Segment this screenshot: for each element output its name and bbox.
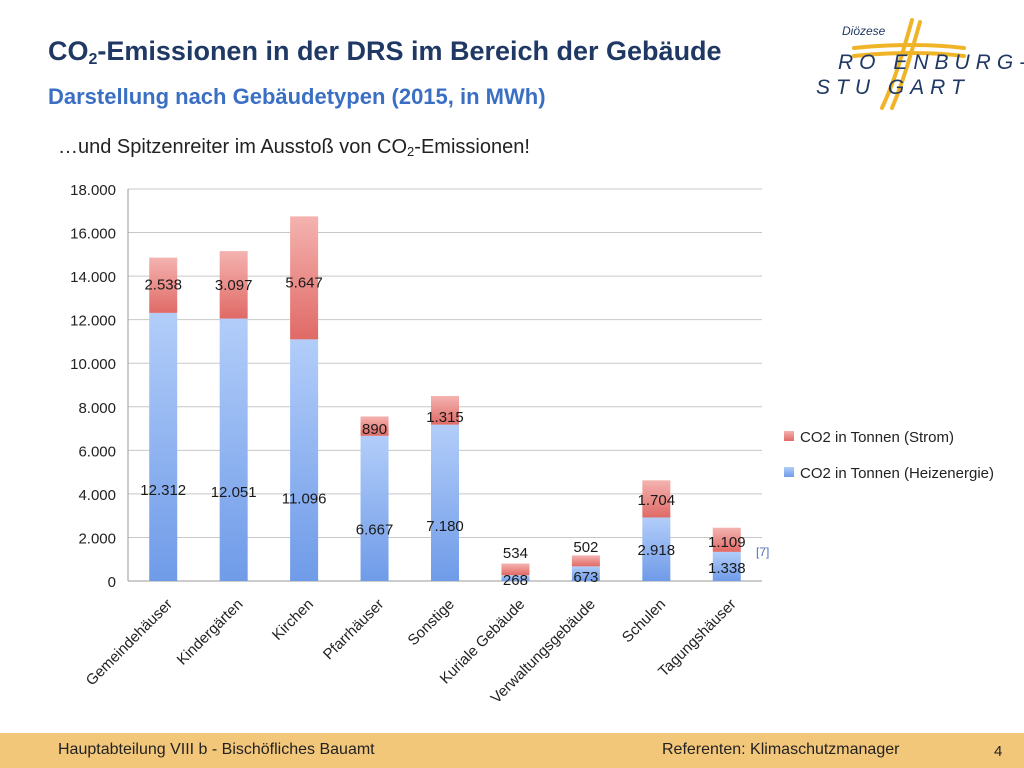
bar-heizenergie bbox=[360, 435, 389, 581]
y-tick-label: 8.000 bbox=[78, 400, 116, 417]
x-category-label: Pfarrhäuser bbox=[320, 596, 387, 663]
diocese-logo: Diözese RO ENBURG- STU GART bbox=[812, 18, 1024, 110]
bar-heizenergie bbox=[149, 312, 178, 581]
legend-swatch bbox=[784, 467, 794, 477]
data-label-strom: 1.315 bbox=[426, 409, 464, 426]
bar-heizenergie bbox=[712, 551, 741, 581]
x-category-label: Sonstige bbox=[405, 596, 458, 649]
y-tick-label: 2.000 bbox=[78, 530, 116, 547]
x-category-label: Kirchen bbox=[269, 596, 317, 644]
data-label-strom: 502 bbox=[573, 539, 598, 556]
data-label-heizenergie: 673 bbox=[573, 569, 598, 586]
data-label-strom: 890 bbox=[362, 421, 387, 438]
data-label-heizenergie: 7.180 bbox=[426, 518, 464, 535]
logo-diozese: Diözese bbox=[842, 24, 886, 38]
y-tick-label: 4.000 bbox=[78, 487, 116, 504]
bar-heizenergie bbox=[571, 566, 600, 581]
data-label-heizenergie: 1.338 bbox=[708, 560, 746, 577]
tagline-subscript: 2 bbox=[407, 144, 415, 159]
data-label-heizenergie: 12.051 bbox=[211, 484, 257, 501]
data-label-strom: 1.109 bbox=[708, 534, 746, 551]
tagline-rest: -Emissionen! bbox=[414, 136, 530, 158]
y-tick-label: 10.000 bbox=[70, 356, 116, 373]
bar-strom bbox=[431, 395, 459, 425]
bar-heizenergie bbox=[501, 575, 530, 581]
data-label-strom: 3.097 bbox=[215, 277, 253, 294]
slide-title: CO2-Emissionen in der DRS im Bereich der… bbox=[48, 36, 722, 69]
y-tick-label: 0 bbox=[108, 574, 116, 591]
y-tick-label: 14.000 bbox=[70, 269, 116, 286]
bar-strom bbox=[360, 416, 389, 436]
logo-line1: RO ENBURG- bbox=[838, 51, 1024, 74]
data-label-heizenergie: 6.667 bbox=[356, 522, 394, 539]
legend-swatch bbox=[784, 431, 794, 441]
bar-strom bbox=[501, 563, 530, 576]
data-label-heizenergie: 12.312 bbox=[140, 482, 186, 499]
title-co: CO bbox=[48, 36, 89, 66]
bar-strom bbox=[219, 251, 248, 319]
title-subscript: 2 bbox=[88, 51, 98, 68]
tagline-text: …und Spitzenreiter im Ausstoß von CO bbox=[58, 136, 408, 158]
data-label-strom: 534 bbox=[503, 545, 528, 562]
x-category-label: Schulen bbox=[619, 596, 669, 646]
legend-label: CO2 in Tonnen (Strom) bbox=[800, 429, 954, 446]
chart-legend: CO2 in Tonnen (Strom) CO2 in Tonnen (Heiz… bbox=[784, 429, 994, 482]
data-label-heizenergie: 11.096 bbox=[282, 491, 327, 508]
bar-heizenergie bbox=[290, 339, 319, 581]
y-tick-label: 18.000 bbox=[70, 182, 116, 199]
footer-department: Hauptabteilung VIII b - Bischöfliches Ba… bbox=[58, 741, 375, 758]
bar-strom bbox=[571, 555, 600, 567]
bar-strom bbox=[149, 257, 178, 313]
source-annotation: [7] bbox=[756, 545, 769, 559]
cross-icon bbox=[852, 18, 966, 110]
bar-strom bbox=[290, 216, 319, 340]
data-label-strom: 5.647 bbox=[285, 275, 323, 292]
data-label-heizenergie: 2.918 bbox=[638, 542, 676, 559]
title-rest: -Emissionen in der DRS im Bereich der Ge… bbox=[97, 36, 722, 66]
y-tick-label: 6.000 bbox=[78, 443, 116, 460]
footer-bar: Hauptabteilung VIII b - Bischöfliches Ba… bbox=[0, 733, 1024, 768]
bar-heizenergie bbox=[219, 318, 248, 581]
bar-strom bbox=[712, 527, 741, 552]
data-label-strom: 1.704 bbox=[638, 492, 676, 509]
footer-presenter: Referenten: Klimaschutzmanager bbox=[662, 741, 900, 758]
chart-bars: 12.312 2.538 12.051 3.097 11.096 5.647 6.667 89… bbox=[140, 216, 746, 589]
y-tick-label: 16.000 bbox=[70, 226, 116, 243]
bar-heizenergie bbox=[431, 424, 459, 581]
x-category-label: Kindergärten bbox=[174, 596, 247, 669]
bar-strom bbox=[642, 480, 671, 518]
page-number: 4 bbox=[994, 743, 1003, 760]
logo-line2: STU GART bbox=[816, 76, 970, 99]
data-label-strom: 2.538 bbox=[144, 277, 182, 294]
bar-heizenergie bbox=[642, 517, 671, 581]
slide-tagline: …und Spitzenreiter im Ausstoß von CO2-Em… bbox=[58, 136, 530, 159]
slide-subtitle: Darstellung nach Gebäudetypen (2015, in … bbox=[48, 84, 546, 109]
x-category-label: Gemeindehäuser bbox=[83, 596, 176, 689]
y-axis: 0 2.000 4.000 6.000 8.000 10.000 12.000 14.000 1… bbox=[70, 182, 129, 591]
legend-label: CO2 in Tonnen (Heizenergie) bbox=[800, 465, 994, 482]
emissions-chart: 0 2.000 4.000 6.000 8.000 10.000 12.000 14.000 1… bbox=[70, 182, 994, 707]
data-label-heizenergie: 268 bbox=[503, 572, 528, 589]
y-tick-label: 12.000 bbox=[70, 313, 116, 330]
